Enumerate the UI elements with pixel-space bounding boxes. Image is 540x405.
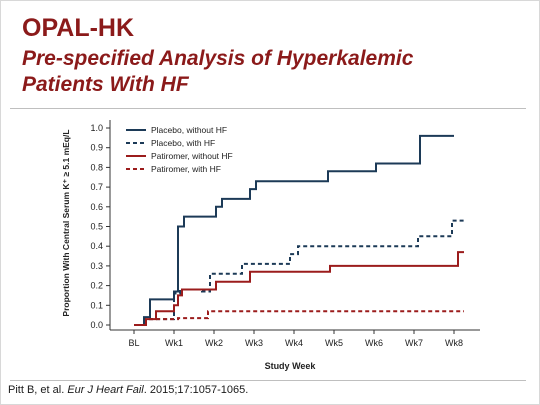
x-tick-label: Wk1: [165, 338, 183, 348]
y-tick-label: 0.3: [90, 261, 103, 271]
citation: Pitt B, et al. Eur J Heart Fail. 2015;17…: [8, 384, 248, 396]
y-tick-label: 0.7: [90, 182, 103, 192]
y-tick-label: 0.2: [90, 281, 103, 291]
series-line-placebo-without-hf: [134, 134, 454, 326]
y-tick-label: 0.4: [90, 241, 103, 251]
footer-divider: [10, 380, 526, 381]
x-tick-label: BL: [128, 338, 139, 348]
y-tick-label: 0.8: [90, 162, 103, 172]
series-layer: [134, 134, 464, 326]
y-tick-label: 0.6: [90, 202, 103, 212]
x-tick-label: Wk4: [285, 338, 303, 348]
x-tick-label: Wk3: [245, 338, 263, 348]
series-line-patiromer-with-hf: [134, 310, 464, 326]
title-divider: [10, 108, 526, 109]
citation-details: . 2015;17:1057-1065.: [143, 384, 249, 396]
x-tick-label: Wk7: [405, 338, 423, 348]
x-tick-label: Wk8: [445, 338, 463, 348]
x-tick-label: Wk2: [205, 338, 223, 348]
x-tick-label: Wk6: [365, 338, 383, 348]
y-tick-label: 0.1: [90, 300, 103, 310]
legend-label: Patiromer, without HF: [151, 151, 233, 161]
legend-label: Placebo, without HF: [151, 125, 227, 135]
x-axis-label: Study Week: [265, 361, 317, 371]
series-line-patiromer-without-hf: [134, 251, 464, 326]
y-tick-label: 0.9: [90, 143, 103, 153]
legend-label: Patiromer, with HF: [151, 164, 221, 174]
legend: Placebo, without HF Placebo, with HF Patir…: [126, 125, 233, 174]
citation-journal: Eur J Heart Fail: [67, 384, 144, 396]
y-axis-label: Proportion With Central Serum K⁺ ≥ 5.1 m…: [61, 129, 71, 316]
slide-title: OPAL-HK: [22, 14, 135, 42]
y-tick-label: 0.5: [90, 222, 103, 232]
citation-authors: Pitt B, et al.: [8, 384, 68, 396]
y-axis: 0.0 0.1 0.2 0.3 0.4 0.5 0.6 0.7 0.8 0.9 1.0: [90, 120, 111, 330]
y-tick-label: 1.0: [90, 123, 103, 133]
kaplan-meier-chart: 0.0 0.1 0.2 0.3 0.4 0.5 0.6 0.7 0.8 0.9 1.0 BL Wk1 W…: [61, 120, 480, 371]
x-tick-label: Wk5: [325, 338, 343, 348]
y-tick-label: 0.0: [90, 320, 103, 330]
legend-label: Placebo, with HF: [151, 138, 215, 148]
x-axis: BL Wk1 Wk2 Wk3 Wk4 Wk5 Wk6 Wk7 Wk8: [110, 329, 480, 348]
slide-subtitle: Pre-specified Analysis of Hyperkalemic P…: [22, 47, 414, 96]
